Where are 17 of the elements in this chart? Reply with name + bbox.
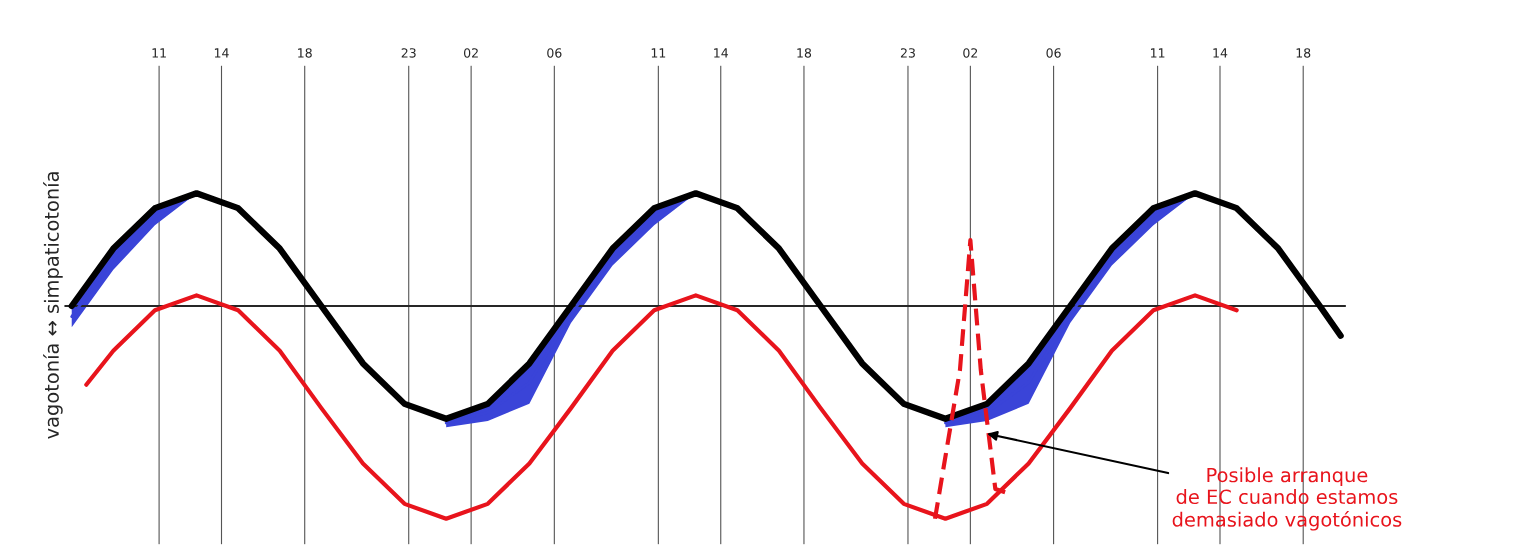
x-tick-label: 06 [547,48,562,58]
x-tick-label: 14 [1213,48,1228,58]
x-tick-label: 11 [651,48,666,58]
x-tick-label: 23 [900,48,915,58]
x-tick-label: 11 [152,48,166,58]
x-tick-label: 02 [963,48,978,58]
x-tick-label: 14 [714,48,728,58]
x-tick-label: 23 [401,48,416,58]
x-tick-label: 06 [1046,48,1061,58]
y-axis-title: vagotonía ↔ simpaticotonía [43,172,63,439]
x-tick-label: 02 [464,48,478,58]
x-tick-label: 18 [797,48,812,58]
annotation: Posible arranque de EC cuando estamos demasiado vagotónicos [1172,467,1402,531]
x-tick-label: 14 [214,48,229,58]
x-tick-label: 18 [298,48,312,58]
x-tick-label: 18 [1296,48,1311,58]
x-tick-label: 11 [1151,48,1165,58]
